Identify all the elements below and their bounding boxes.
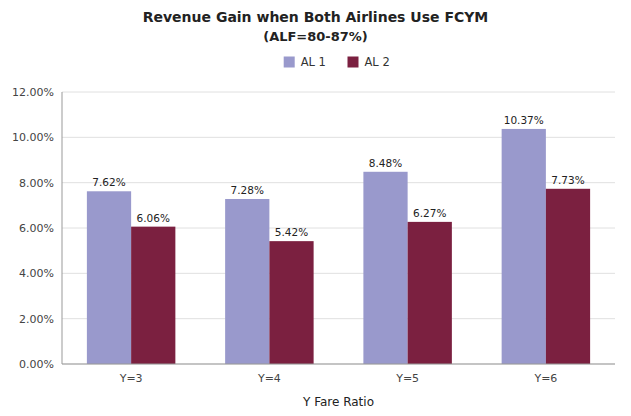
x-axis-line (62, 364, 615, 365)
bar (131, 227, 175, 364)
legend-label: AL 2 (365, 55, 390, 69)
grid-line (62, 92, 615, 93)
y-tick-label: 12.00% (12, 86, 54, 99)
legend: AL 1 AL 2 (284, 55, 390, 69)
x-axis-label: Y Fare Ratio (302, 395, 374, 409)
subtitle: (ALF=80-87%) (263, 29, 368, 44)
data-label: 7.73% (551, 174, 584, 186)
data-label: 6.06% (137, 212, 170, 224)
bar (363, 172, 407, 364)
grid-line (62, 364, 615, 365)
y-tick-label: 2.00% (19, 313, 54, 326)
legend-swatch (284, 57, 295, 68)
bars (87, 129, 590, 364)
x-axis: Y=3 Y=4 Y=5 Y=6 (62, 92, 615, 385)
x-tick-label: Y=5 (395, 372, 419, 385)
y-tick-label: 0.00% (19, 358, 54, 371)
legend-label: AL 1 (301, 55, 326, 69)
data-label: 5.42% (275, 226, 308, 238)
data-label: 10.37% (504, 114, 544, 126)
data-label: 8.48% (369, 157, 402, 169)
bar (408, 222, 452, 364)
chart: Revenue Gain when Both Airlines Use FCYM… (0, 0, 631, 416)
legend-swatch (348, 57, 359, 68)
bar (502, 129, 546, 364)
x-tick-label: Y=6 (533, 372, 557, 385)
data-labels: 7.62% 7.28% 8.48% 10.37% 6.06% 5.42% 6.27% 7.73… (92, 114, 584, 238)
data-label: 7.28% (231, 184, 264, 196)
title: Revenue Gain when Both Airlines Use FCYM (143, 9, 489, 25)
y-axis: 0.00% 2.00% 4.00% 6.00% 8.00% 10.00% 12.00% (12, 86, 615, 371)
bar (546, 189, 590, 364)
y-tick-label: 4.00% (19, 267, 54, 280)
y-tick-label: 6.00% (19, 222, 54, 235)
x-tick-label: Y=4 (257, 372, 281, 385)
bar (269, 241, 313, 364)
data-label: 7.62% (92, 176, 125, 188)
bar (225, 199, 269, 364)
y-tick-label: 8.00% (19, 177, 54, 190)
x-tick-label: Y=3 (119, 372, 143, 385)
y-tick-label: 10.00% (12, 131, 54, 144)
y-axis-line (62, 92, 63, 364)
bar (87, 191, 131, 364)
data-label: 6.27% (413, 207, 446, 219)
